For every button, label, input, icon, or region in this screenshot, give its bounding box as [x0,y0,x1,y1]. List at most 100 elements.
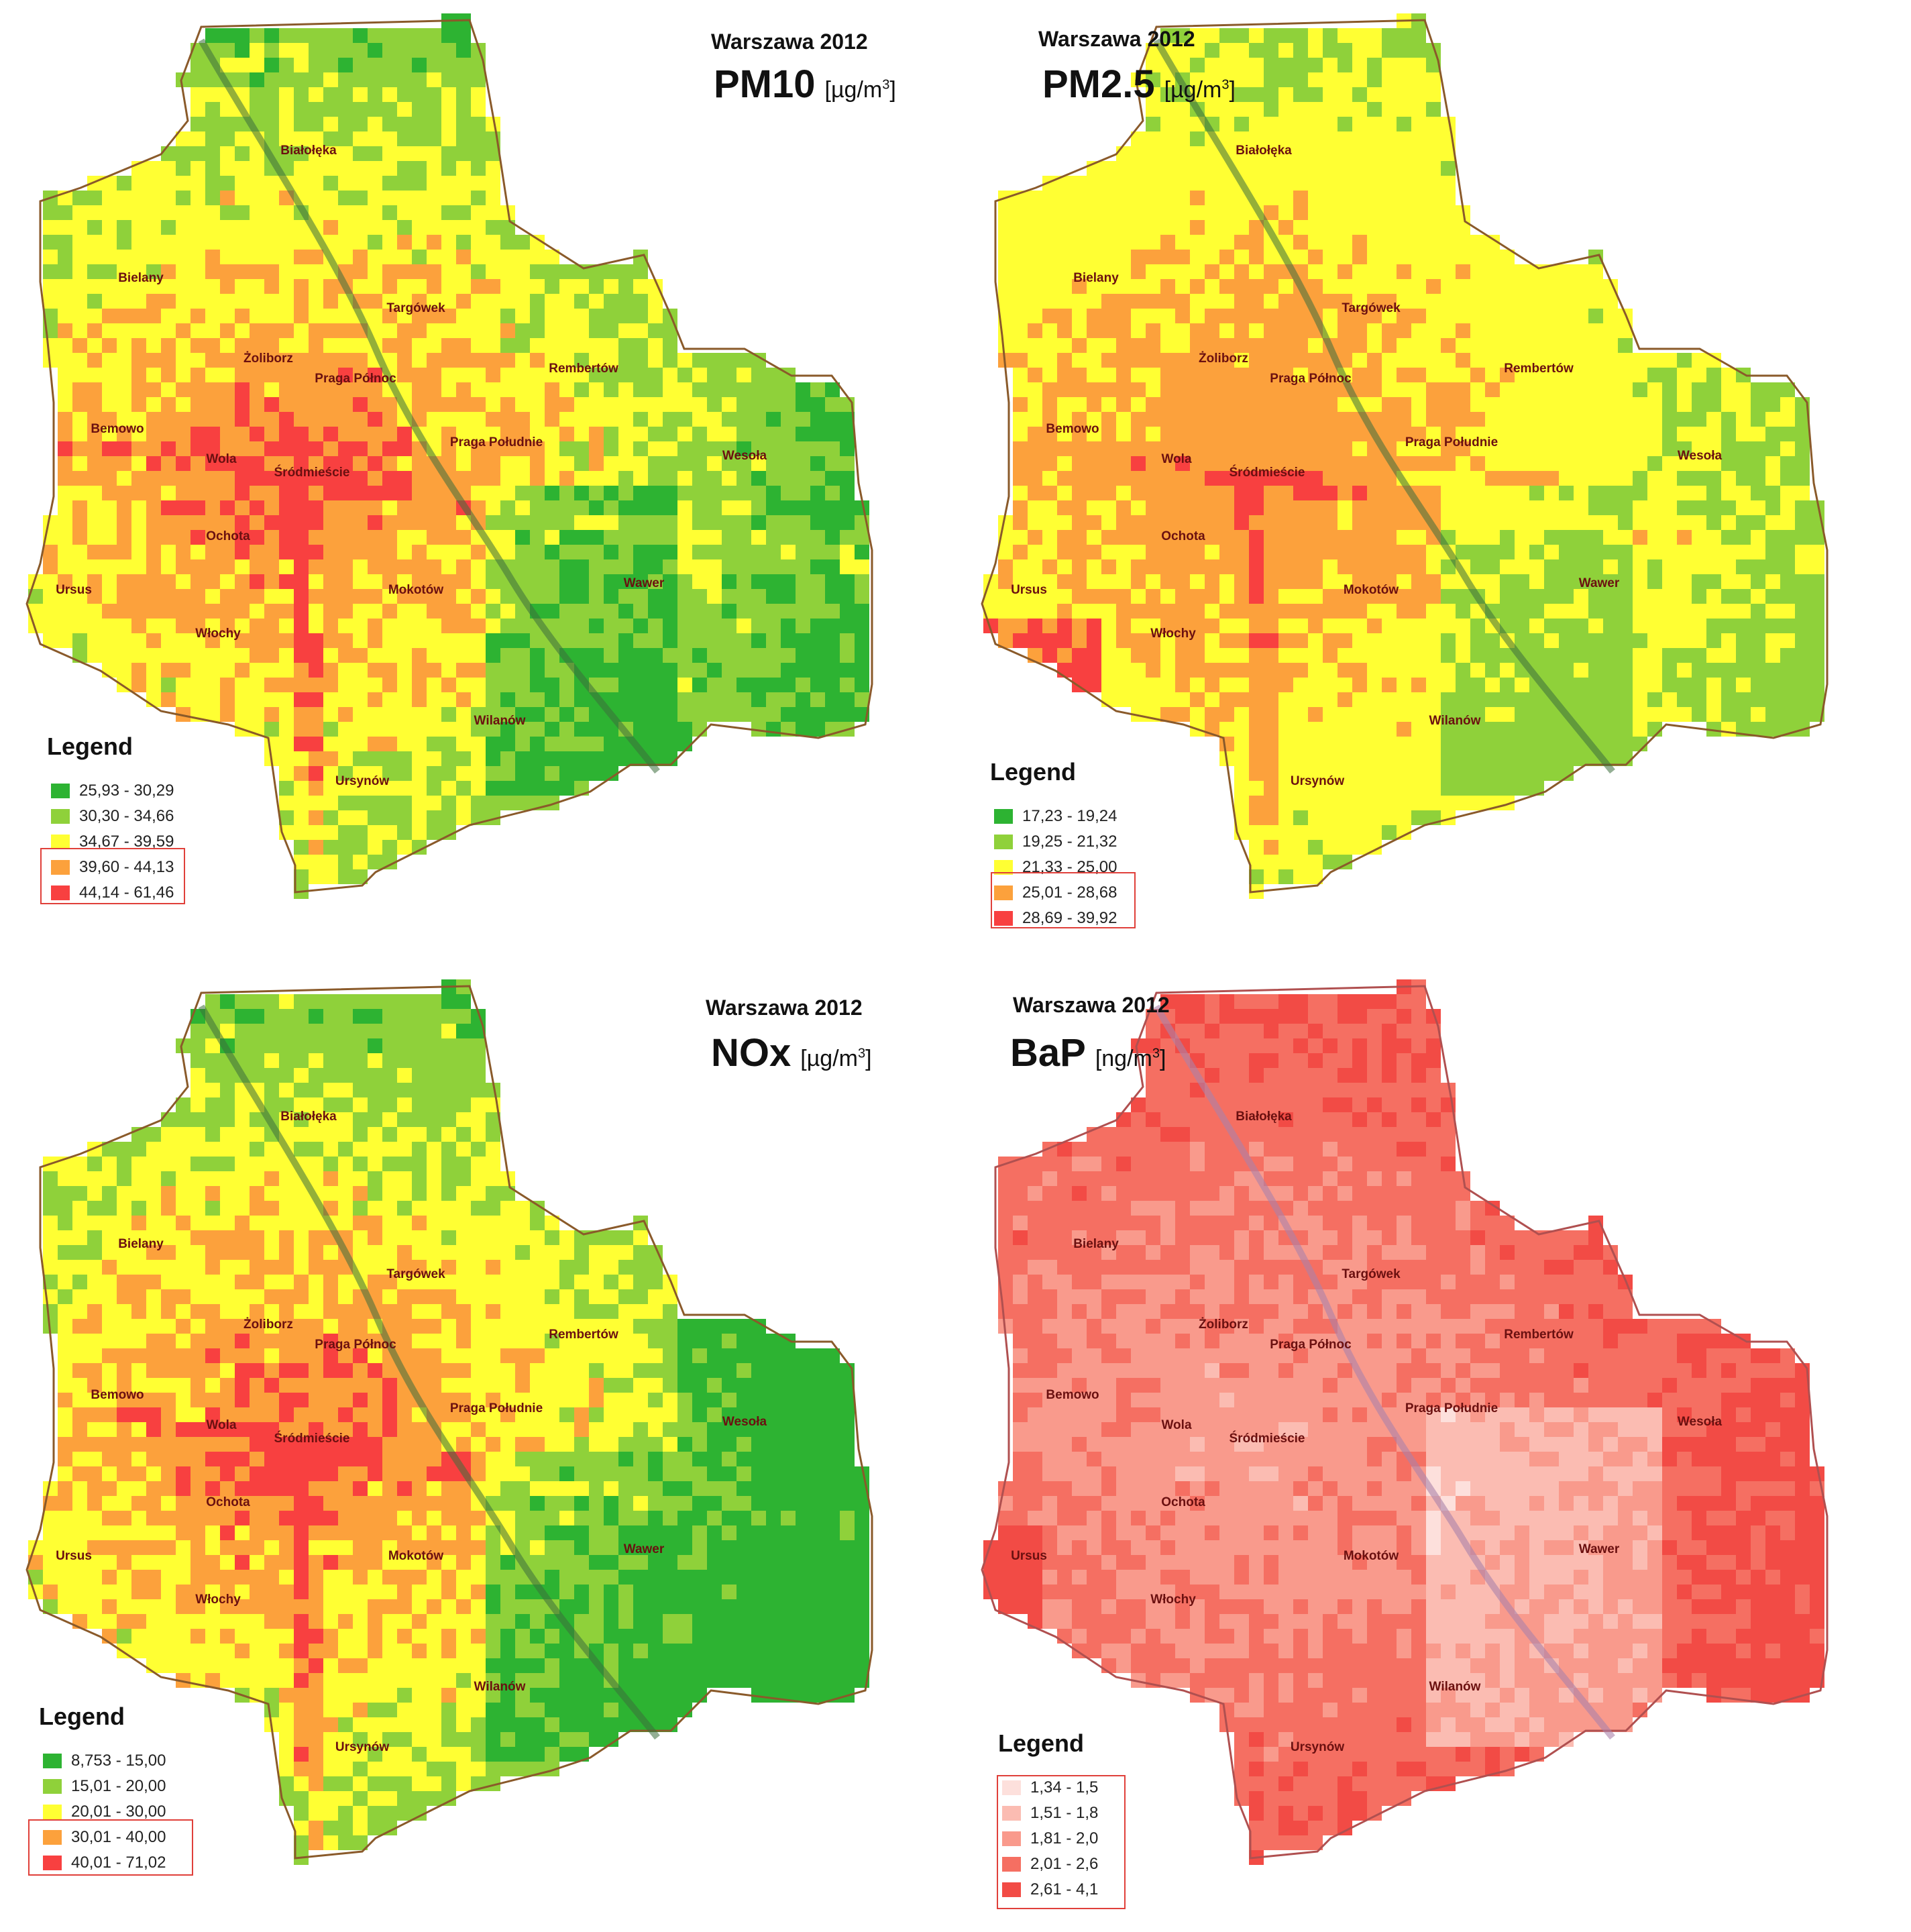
pm10-grid-cell [648,309,663,323]
nox-grid-cell [323,1009,338,1024]
pm25-grid-cell [1706,545,1721,559]
pm25-grid-cell [1131,678,1146,692]
pm25-grid-cell [1397,368,1411,382]
pm10-grid-cell [441,589,456,604]
pm25-grid-cell [1278,309,1293,323]
pm10-grid-cell [131,235,146,250]
pm25-grid-cell [1249,368,1264,382]
pm25-grid-cell [1411,87,1426,102]
pm25-grid-cell [1219,559,1234,574]
pm10-grid-cell [176,692,190,707]
pm25-grid-cell [1323,486,1337,500]
pm25-grid-cell [1352,43,1367,58]
nox-grid-cell [382,1230,397,1245]
pm10-grid-cell [530,633,545,648]
pm10-grid-cell [796,471,810,486]
pm10-grid-cell [72,456,87,471]
pm25-grid-cell [1028,471,1042,486]
pm10-grid-cell [471,72,486,87]
nox-grid-cell [353,994,368,1009]
pm25-grid-cell [1397,131,1411,146]
pm10-grid-cell [559,574,574,589]
pm25-grid-cell [998,619,1013,633]
pm25-grid-cell [1013,471,1028,486]
pm10-grid-cell [87,220,102,235]
pm10-grid-cell [825,471,840,486]
pm25-grid-cell [1765,692,1780,707]
pm10-grid-cell [810,545,825,559]
pm10-grid-cell [545,427,559,441]
pm25-grid-cell [1190,28,1205,43]
pm25-grid-cell [1264,604,1278,619]
pm10-grid-cell [486,309,500,323]
pm25-grid-cell [1013,279,1028,294]
pm10-grid-cell [397,648,412,663]
pm10-grid-cell [176,72,190,87]
pm25-grid-cell [1278,191,1293,205]
pm25-grid-cell [1677,604,1692,619]
pm10-grid-cell [456,131,471,146]
pm10-grid-cell [309,545,323,559]
pm10-grid-cell [235,663,250,678]
pm10-grid-cell [736,382,751,397]
pm25-grid-cell [1234,810,1249,825]
pm10-grid-cell [456,766,471,781]
nox-grid-cell [368,1201,382,1216]
pm10-grid-cell [412,810,427,825]
pm10-grid-cell [677,486,692,500]
pm25-grid-cell [1382,87,1397,102]
pm25-grid-cell [1367,545,1382,559]
pm10-grid-cell [559,530,574,545]
pm25-grid-cell [1205,678,1219,692]
nox-grid-cell [279,1230,294,1245]
pm25-grid-cell [1529,279,1544,294]
pm25-grid-cell [1278,530,1293,545]
pm25-grid-cell [1588,633,1603,648]
pm25-grid-cell [1219,353,1234,368]
pm25-grid-cell [1367,235,1382,250]
pm10-grid-cell [796,441,810,456]
pm10-grid-cell [545,456,559,471]
pm25-grid-cell [1441,427,1456,441]
pm10-grid-cell [161,353,176,368]
pm25-grid-cell [1323,43,1337,58]
pm25-grid-cell [1382,574,1397,589]
pm25-grid-cell [1441,559,1456,574]
pm25-grid-cell [1293,412,1308,427]
pm25-grid-cell [1500,781,1515,796]
pm10-grid-cell [397,427,412,441]
pm25-grid-cell [1057,338,1072,353]
pm25-grid-cell [1042,235,1057,250]
pm10-grid-cell [500,220,515,235]
pm10-grid-cell [633,692,648,707]
pm10-grid-cell [825,530,840,545]
pm25-grid-cell [1397,323,1411,338]
pm25-grid-cell [1411,619,1426,633]
nox-grid-cell [220,1186,235,1201]
pm10-grid-cell [692,427,707,441]
pm10-grid-cell [677,397,692,412]
pm10-grid-cell [235,545,250,559]
pm25-grid-cell [1706,663,1721,678]
pm10-grid-cell [618,471,633,486]
pm10-grid-cell [397,368,412,382]
pm10-grid-cell [250,264,264,279]
pm25-grid-cell [1308,146,1323,161]
nox-grid-cell [87,1216,102,1230]
nox-grid-cell [338,1142,353,1157]
pm10-grid-cell [264,323,279,338]
pm10-grid-cell [117,619,131,633]
pm25-grid-cell [1264,619,1278,633]
pm25-grid-cell [1618,368,1633,382]
pm10-grid-cell [471,722,486,737]
nox-grid-cell [323,1083,338,1097]
pm25-grid-cell [1751,678,1765,692]
nox-grid-cell [486,1230,500,1245]
pm25-grid-cell [1028,530,1042,545]
pm25-grid-cell [1544,648,1559,663]
pm10-grid-cell [87,353,102,368]
pm10-grid-cell [633,264,648,279]
pm25-grid-cell [1205,279,1219,294]
pm25-grid-cell [1426,235,1441,250]
pm25-grid-cell [1234,545,1249,559]
